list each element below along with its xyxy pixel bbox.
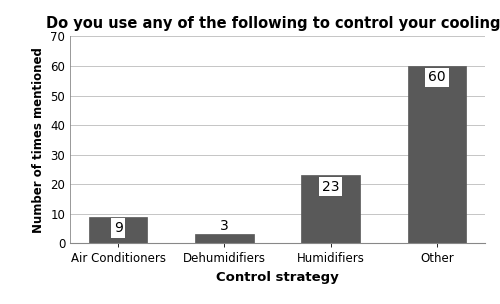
Bar xyxy=(302,175,360,243)
Y-axis label: Number of times mentioned: Number of times mentioned xyxy=(32,47,44,233)
Text: 60: 60 xyxy=(428,71,446,85)
Text: 3: 3 xyxy=(220,219,228,233)
Text: 23: 23 xyxy=(322,180,340,194)
Title: Do you use any of the following to control your cooling?: Do you use any of the following to contr… xyxy=(46,16,500,31)
Bar xyxy=(89,217,148,243)
Bar xyxy=(195,234,254,243)
X-axis label: Control strategy: Control strategy xyxy=(216,271,339,284)
Text: 9: 9 xyxy=(114,221,122,235)
Bar xyxy=(408,66,466,243)
